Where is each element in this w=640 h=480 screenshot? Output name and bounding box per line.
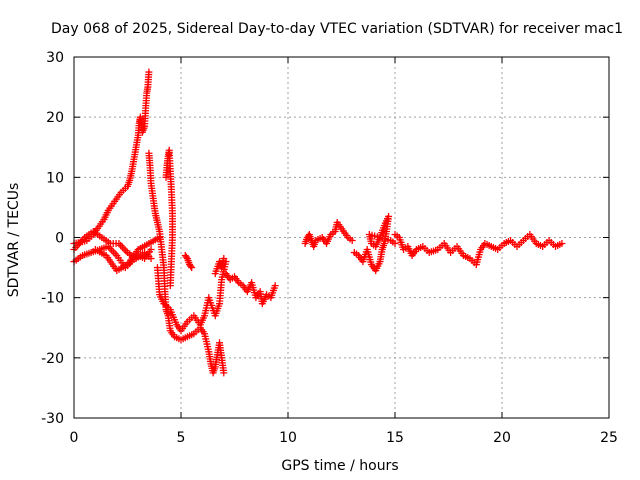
x-tick-label: 0 <box>70 430 79 446</box>
data-point <box>147 246 155 254</box>
data-point <box>182 253 190 261</box>
data-point <box>220 369 228 377</box>
data-point <box>220 255 228 263</box>
y-tick-label: 30 <box>46 50 64 66</box>
x-tick-label: 5 <box>177 430 186 446</box>
x-axis-label: GPS time / hours <box>281 458 398 474</box>
data-point <box>187 262 195 270</box>
data-point <box>391 240 399 248</box>
y-tick-label: -10 <box>41 291 64 307</box>
data-point <box>147 255 155 263</box>
data-points <box>70 68 566 377</box>
data-point <box>558 240 566 248</box>
axis-ticks: 0 5 10 15 20 25 -30 -20 -10 0 10 20 30 <box>41 50 618 446</box>
x-tick-label: 15 <box>386 430 404 446</box>
data-point <box>348 237 356 245</box>
x-tick-label: 25 <box>600 430 618 446</box>
grid-lines <box>74 57 609 418</box>
data-point <box>271 282 279 290</box>
y-tick-label: -20 <box>41 351 64 367</box>
y-tick-label: 10 <box>46 170 64 186</box>
data-point <box>188 264 196 272</box>
y-axis-label: SDTVAR / TECUs <box>6 183 22 298</box>
plot-frame <box>73 56 610 419</box>
y-tick-label: -30 <box>41 411 64 427</box>
data-point <box>156 234 164 241</box>
x-tick-label: 20 <box>493 430 511 446</box>
y-tick-label: 20 <box>46 110 64 126</box>
y-tick-label: 0 <box>55 231 64 247</box>
x-tick-label: 10 <box>279 430 297 446</box>
data-point <box>166 282 174 290</box>
chart-title: Day 068 of 2025, Sidereal Day-to-day VTE… <box>51 21 623 37</box>
data-point <box>145 68 153 76</box>
